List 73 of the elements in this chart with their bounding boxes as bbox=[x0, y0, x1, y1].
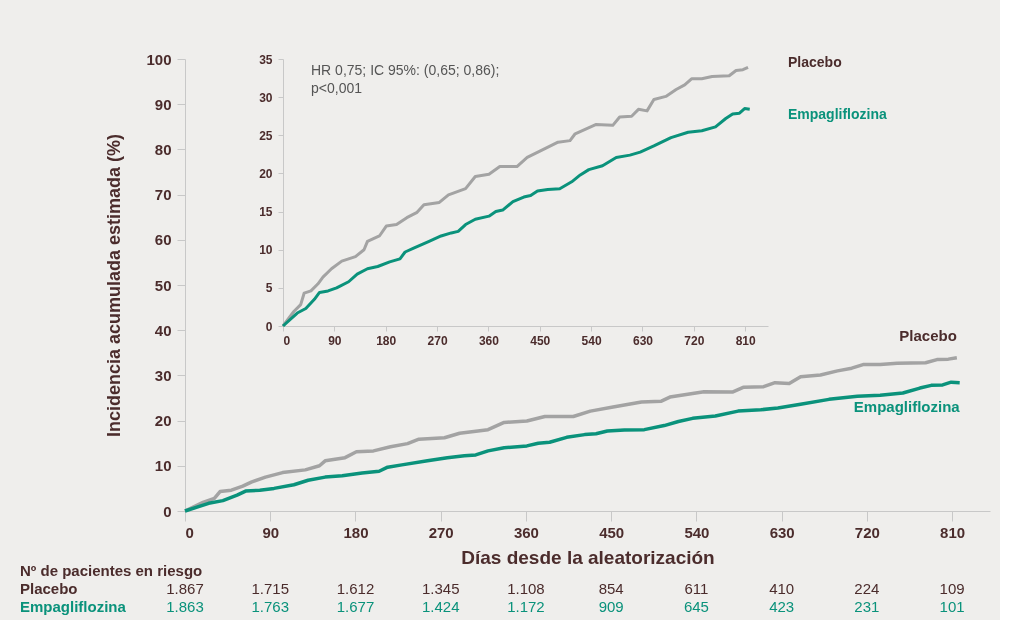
x-tick-label: 630 bbox=[632, 333, 654, 348]
series-label: Empagliflozina bbox=[853, 397, 961, 415]
text: Placebo bbox=[788, 54, 842, 71]
x-tick-label: 90 bbox=[328, 333, 342, 348]
line-series bbox=[183, 356, 959, 513]
x-tick-label: 0 bbox=[185, 523, 194, 541]
line-series bbox=[183, 380, 962, 513]
text: 1.677 bbox=[336, 598, 375, 615]
y-tick-label: 20 bbox=[154, 412, 172, 430]
series-label: Placebo bbox=[899, 326, 957, 344]
x-tick-label: 720 bbox=[684, 333, 705, 348]
y-tick-label: 30 bbox=[259, 90, 273, 105]
y-tick-label: 60 bbox=[154, 231, 172, 249]
x-tick-label: 720 bbox=[854, 523, 880, 541]
text: 1.108 bbox=[507, 580, 545, 597]
text: 854 bbox=[598, 580, 624, 597]
text: 1.715 bbox=[251, 580, 290, 597]
y-tick-label: 0 bbox=[163, 502, 172, 520]
text: Empagliflozina bbox=[20, 598, 126, 615]
y-tick-label: 0 bbox=[265, 319, 273, 334]
line-series bbox=[281, 107, 752, 328]
annotation: HR 0,75; IC 95%: (0,65; 0,86); bbox=[311, 62, 500, 78]
text: 645 bbox=[683, 598, 709, 615]
x-tick-label: 270 bbox=[428, 523, 454, 541]
x-tick-label: 270 bbox=[427, 333, 448, 348]
y-tick-label: 20 bbox=[259, 166, 273, 181]
y-tick-label: 40 bbox=[154, 321, 172, 339]
y-tick-label: 80 bbox=[154, 140, 172, 158]
x-tick-label: 180 bbox=[376, 333, 397, 348]
x-tick-label: 450 bbox=[599, 523, 625, 541]
text: 1.612 bbox=[336, 580, 375, 597]
y-tick-label: 35 bbox=[259, 52, 273, 67]
y-tick-label: 10 bbox=[154, 457, 172, 475]
x-axis-title: Días desde la aleatorización bbox=[461, 546, 715, 568]
text: 1.867 bbox=[166, 580, 204, 597]
y-tick-label: 25 bbox=[259, 128, 273, 143]
x-tick-label: 450 bbox=[530, 333, 551, 348]
y-tick-label: 10 bbox=[259, 243, 273, 258]
y-tick-label: 50 bbox=[154, 276, 172, 294]
x-tick-label: 180 bbox=[343, 523, 369, 541]
x-tick-label: 0 bbox=[283, 333, 291, 348]
text: 1.172 bbox=[507, 598, 545, 615]
text: 423 bbox=[769, 598, 795, 615]
text: 224 bbox=[854, 580, 880, 597]
x-tick-label: 810 bbox=[735, 333, 757, 348]
text: 909 bbox=[598, 598, 624, 615]
x-tick-label: 540 bbox=[581, 333, 602, 348]
x-tick-label: 540 bbox=[684, 523, 710, 541]
y-tick-label: 5 bbox=[265, 281, 273, 296]
text: Nº de pacientes en riesgo bbox=[20, 562, 203, 579]
y-tick-label: 30 bbox=[154, 366, 172, 384]
text: 1.345 bbox=[421, 580, 460, 597]
y-tick-label: 15 bbox=[259, 205, 273, 220]
line-series bbox=[281, 65, 750, 328]
text: 109 bbox=[939, 580, 965, 597]
text: Empagliflozina bbox=[788, 106, 887, 123]
annotation: p<0,001 bbox=[311, 80, 363, 96]
y-axis-title: Incidencia acumulada estimada (%) bbox=[104, 133, 125, 438]
x-tick-label: 360 bbox=[478, 333, 500, 348]
text: 101 bbox=[939, 598, 965, 615]
text: Placebo bbox=[20, 580, 78, 597]
x-tick-label: 630 bbox=[769, 523, 795, 541]
text: 1.424 bbox=[421, 598, 460, 615]
y-tick-label: 70 bbox=[154, 186, 172, 204]
text: 1.763 bbox=[251, 598, 290, 615]
text: 611 bbox=[684, 580, 709, 597]
y-tick-label: 90 bbox=[154, 95, 172, 113]
y-tick-label: 100 bbox=[146, 50, 172, 68]
text: 231 bbox=[854, 598, 880, 615]
x-tick-label: 360 bbox=[513, 523, 539, 541]
text: 410 bbox=[769, 580, 795, 597]
x-tick-label: 810 bbox=[940, 523, 966, 541]
text: 1.863 bbox=[166, 598, 204, 615]
